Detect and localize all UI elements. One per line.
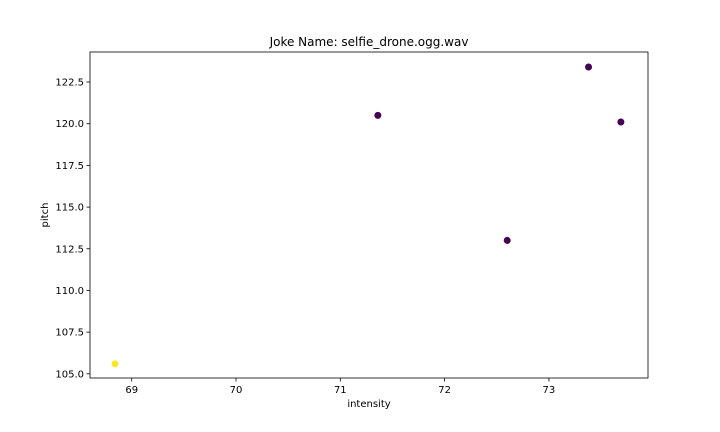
y-tick-label: 112.5 — [55, 244, 84, 255]
x-tick-label: 71 — [334, 385, 347, 396]
x-axis-label: intensity — [347, 399, 390, 410]
scatter-point — [585, 63, 593, 71]
y-tick-label: 110.0 — [55, 286, 84, 297]
x-tick-label: 70 — [230, 385, 243, 396]
y-tick-label: 120.0 — [55, 119, 84, 130]
scatter-point — [111, 360, 119, 368]
y-tick-label: 107.5 — [55, 328, 84, 339]
scatter-point — [374, 111, 382, 119]
y-tick-label: 115.0 — [55, 203, 84, 214]
x-tick-label: 72 — [438, 385, 451, 396]
x-tick-label: 73 — [543, 385, 556, 396]
x-tick-label: 69 — [125, 385, 138, 396]
y-axis: 105.0 107.5 110.0 112.5 115.0 117.5 120.0 122.5 — [55, 78, 90, 380]
y-tick-label: 117.5 — [55, 161, 84, 172]
plot-area — [89, 51, 649, 379]
y-axis-label: pitch — [40, 203, 51, 228]
y-tick-label: 122.5 — [55, 78, 84, 89]
scatter-point — [617, 118, 625, 126]
data-points — [111, 63, 625, 368]
scatter-point — [503, 236, 511, 244]
chart-title: Joke Name: selfie_drone.ogg.wav — [269, 35, 469, 49]
x-axis: 69 70 71 72 73 — [125, 378, 555, 396]
y-tick-label: 105.0 — [55, 369, 84, 380]
